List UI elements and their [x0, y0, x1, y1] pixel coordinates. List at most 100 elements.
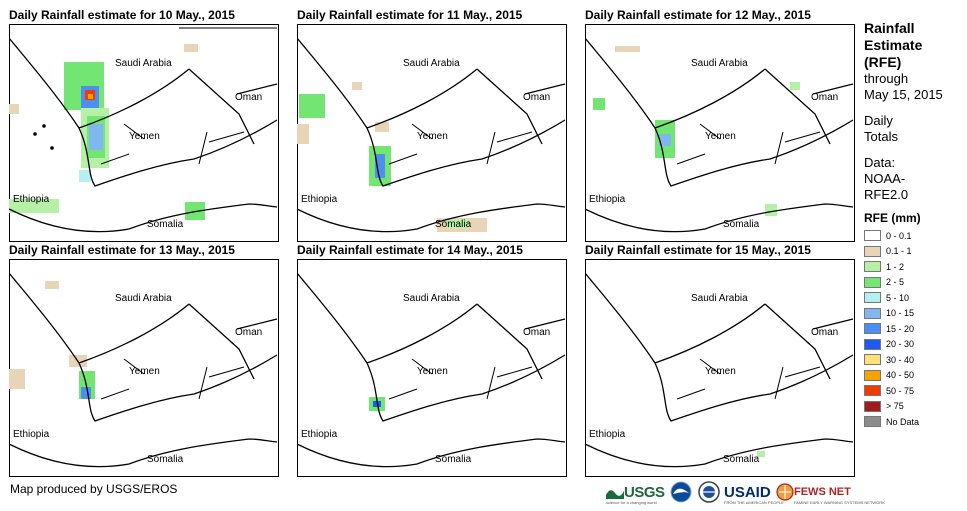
fews-net-subtext: FAMINE EARLY WARNING SYSTEMS NETWORK [794, 500, 885, 505]
usaid-text: USAID [724, 483, 771, 501]
label-oman: Oman [523, 92, 550, 103]
panel-title: Daily Rainfall estimate for 14 May., 201… [297, 243, 523, 257]
legend-swatch [864, 230, 881, 242]
map-panel-12-may: Daily Rainfall estimate for 12 May., 201… [585, 6, 865, 242]
legend-through: through [864, 71, 909, 86]
rainfall-map: Saudi Arabia Oman Yemen Ethiopia Somalia [9, 259, 279, 477]
label-yemen: Yemen [129, 366, 160, 377]
label-somalia: Somalia [435, 454, 472, 465]
legend-data-src2: RFE2.0 [864, 187, 909, 202]
label-yemen: Yemen [705, 131, 736, 142]
legend-row: 20 - 30 [864, 337, 964, 353]
label-somalia: Somalia [147, 219, 184, 230]
legend-label: 30 - 40 [886, 354, 915, 365]
rainfall-overlay [9, 281, 95, 399]
borders [585, 37, 854, 233]
borders [297, 37, 566, 233]
partner-logos: USGS science for a changing world USAID … [606, 478, 885, 506]
legend-swatch [864, 416, 881, 428]
panel-title: Daily Rainfall estimate for 11 May., 201… [297, 8, 523, 22]
usgs-logo: USGS science for a changing world [606, 478, 665, 506]
label-saudi-arabia: Saudi Arabia [403, 58, 460, 69]
legend-label: 40 - 50 [886, 370, 915, 381]
label-oman: Oman [523, 327, 550, 338]
legend-swatch [864, 292, 881, 304]
legend-label: 0 - 0.1 [886, 230, 912, 241]
borders [9, 272, 278, 468]
legend-swatch [864, 400, 881, 412]
noaa-seal-icon [670, 481, 692, 503]
rainfall-map: Saudi Arabia Oman Yemen Ethiopia Somalia [585, 259, 855, 477]
nasa-seal [698, 478, 720, 506]
label-ethiopia: Ethiopia [589, 429, 626, 440]
legend-label: > 75 [886, 401, 904, 412]
legend-row: No Data [864, 414, 964, 430]
label-saudi-arabia: Saudi Arabia [691, 58, 748, 69]
usgs-subtext: science for a changing world [606, 500, 657, 505]
map-panel-10-may: Daily Rainfall estimate for 10 May., 201… [9, 6, 289, 242]
rainfall-map: Saudi Arabia Oman Yemen Ethiopia Somalia [297, 24, 567, 242]
legend-swatch [864, 323, 881, 335]
label-ethiopia: Ethiopia [13, 429, 50, 440]
legend-label: 10 - 15 [886, 308, 915, 319]
legend-label: 2 - 5 [886, 277, 905, 288]
label-yemen: Yemen [417, 366, 448, 377]
legend-swatch [864, 307, 881, 319]
rainfall-map: Saudi Arabia Oman Yemen Ethiopia Somalia [297, 259, 567, 477]
label-oman: Oman [235, 92, 262, 103]
rainfall-overlay [757, 451, 765, 457]
legend-swatch [864, 369, 881, 381]
borders [297, 272, 566, 468]
label-yemen: Yemen [705, 366, 736, 377]
legend-label: 5 - 10 [886, 292, 910, 303]
label-somalia: Somalia [147, 454, 184, 465]
rainfall-overlay [9, 44, 205, 220]
label-ethiopia: Ethiopia [13, 194, 50, 205]
legend-items: 0 - 0.1 0.1 - 1 1 - 2 2 - 5 5 - 10 10 - 15 15 … [864, 228, 964, 430]
usgs-text: USGS [624, 483, 665, 501]
panel-title: Daily Rainfall estimate for 10 May., 201… [9, 8, 235, 22]
usaid-subtext: FROM THE AMERICAN PEOPLE [724, 500, 784, 505]
borders [9, 27, 278, 233]
legend-data-src1: NOAA- [864, 171, 906, 186]
legend-row: 50 - 75 [864, 383, 964, 399]
label-oman: Oman [235, 327, 262, 338]
label-saudi-arabia: Saudi Arabia [115, 293, 172, 304]
legend-label: 0.1 - 1 [886, 246, 912, 257]
map-panel-13-may: Daily Rainfall estimate for 13 May., 201… [9, 241, 289, 477]
legend-row: 0.1 - 1 [864, 244, 964, 260]
legend-data-label: Data: [864, 155, 896, 170]
legend-label: 50 - 75 [886, 385, 915, 396]
fews-net-logo: FEWS NET FAMINE EARLY WARNING SYSTEMS NE… [776, 478, 885, 506]
panel-title: Daily Rainfall estimate for 13 May., 201… [9, 243, 235, 257]
legend-label: No Data [886, 416, 920, 427]
legend-row: 10 - 15 [864, 306, 964, 322]
legend-title-2: Estimate [864, 37, 923, 53]
credit-text: Map produced by USGS/EROS [10, 482, 178, 496]
legend-totals: Totals [864, 129, 898, 144]
legend-row: 0 - 0.1 [864, 228, 964, 244]
legend-swatch [864, 276, 881, 288]
borders [585, 272, 854, 468]
legend-label: 1 - 2 [886, 261, 905, 272]
panel-title: Daily Rainfall estimate for 12 May., 201… [585, 8, 811, 22]
legend-swatch [864, 261, 881, 273]
legend-label: 20 - 30 [886, 339, 915, 350]
rainfall-overlay [593, 46, 800, 216]
usgs-wave-icon [606, 490, 624, 499]
legend-swatch [864, 385, 881, 397]
label-somalia: Somalia [723, 454, 760, 465]
map-panel-14-may: Daily Rainfall estimate for 14 May., 201… [297, 241, 577, 477]
legend-row: 15 - 20 [864, 321, 964, 337]
legend-rfe-header: RFE (mm) [864, 211, 921, 225]
legend-row: 40 - 50 [864, 368, 964, 384]
seal-icon [698, 481, 720, 503]
label-yemen: Yemen [129, 131, 160, 142]
legend-title-1: Rainfall [864, 20, 915, 36]
map-panel-15-may: Daily Rainfall estimate for 15 May., 201… [585, 241, 865, 477]
label-ethiopia: Ethiopia [301, 429, 338, 440]
label-oman: Oman [811, 327, 838, 338]
fews-net-text: FEWS NET [794, 486, 851, 498]
noaa-logo [670, 478, 692, 506]
legend-swatch [864, 354, 881, 366]
